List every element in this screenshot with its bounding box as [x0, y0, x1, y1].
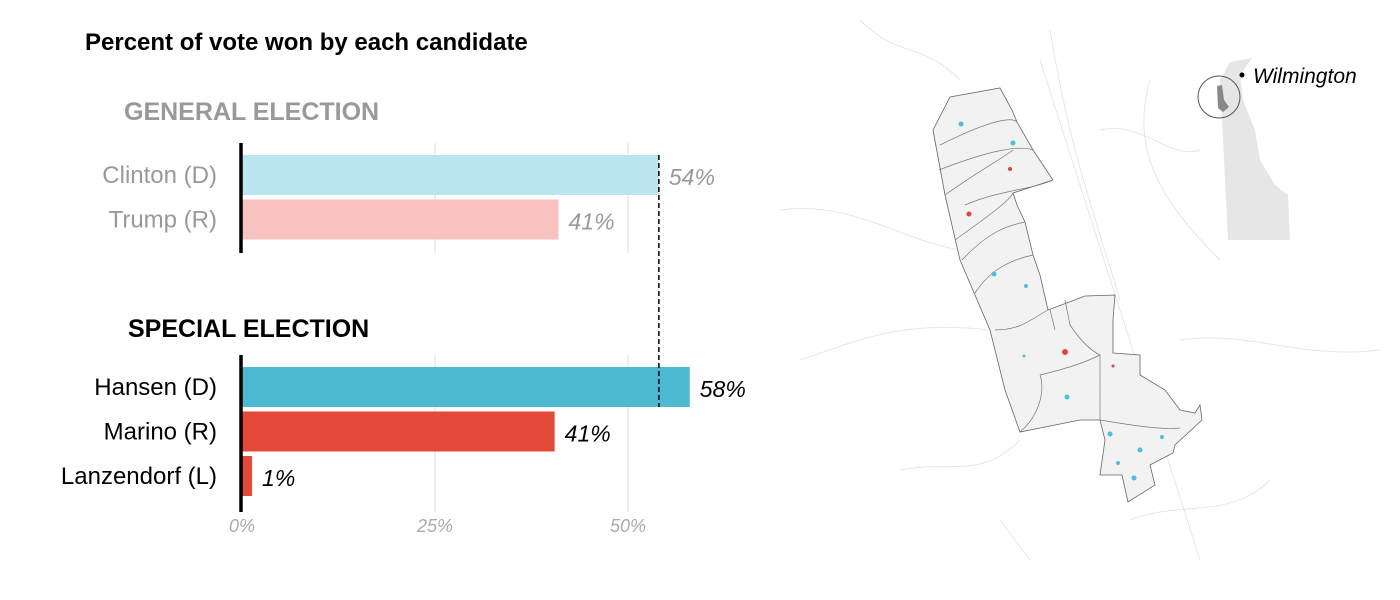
city-dot: [1239, 72, 1245, 78]
dem-dot: [1160, 435, 1164, 439]
bar: [242, 155, 659, 195]
precinct-borders: [938, 119, 1181, 433]
dem-dot: [1107, 431, 1113, 437]
rep-dot: [966, 211, 972, 217]
dem-dot: [1116, 461, 1120, 465]
bar-value-label: 41%: [569, 209, 615, 235]
x-tick-label: 25%: [416, 516, 453, 536]
dem-dot: [1131, 475, 1137, 481]
bar-label: Clinton (D): [102, 162, 217, 189]
precinct-dots: [958, 121, 1164, 481]
bar-label: Hansen (D): [94, 374, 217, 401]
x-tick-label: 50%: [610, 516, 646, 536]
x-tick-label: 0%: [229, 516, 255, 536]
bar-label: Trump (R): [109, 207, 217, 234]
rep-dot: [1008, 167, 1012, 171]
city-label: Wilmington: [1253, 65, 1357, 88]
rep-dot: [1062, 349, 1068, 355]
dem-dot: [1024, 284, 1028, 288]
dem-dot: [991, 271, 997, 277]
delaware-shape: [1220, 58, 1290, 240]
vote-bar-chart: Percent of vote won by each candidate 0% 2…: [61, 29, 746, 536]
district-outline: [932, 87, 1203, 503]
bar-value-label: 58%: [700, 376, 746, 402]
bar-value-label: 41%: [565, 421, 611, 447]
bar-value-label: 1%: [262, 465, 295, 491]
locator-circle: [1197, 75, 1241, 119]
dem-dot: [1022, 354, 1026, 358]
dem-dot: [1010, 140, 1016, 146]
dem-dot: [1064, 394, 1070, 400]
group-heading: SPECIAL ELECTION: [128, 315, 369, 343]
dem-dot: [1137, 447, 1143, 453]
background-roads: [779, 19, 1381, 561]
district-locator: [1217, 85, 1229, 112]
bar: [242, 411, 555, 452]
rep-dot: [1111, 364, 1115, 368]
bar: [242, 199, 559, 240]
bar-value-label: 54%: [669, 164, 715, 190]
bar: [242, 456, 253, 496]
dem-dot: [958, 121, 964, 127]
bar: [242, 367, 690, 407]
bar-label: Lanzendorf (L): [61, 463, 217, 490]
bar-label: Marino (R): [104, 419, 217, 446]
delaware-inset: Wilmington: [1197, 58, 1357, 240]
chart-title: Percent of vote won by each candidate: [85, 29, 528, 56]
group-heading: GENERAL ELECTION: [124, 98, 379, 126]
